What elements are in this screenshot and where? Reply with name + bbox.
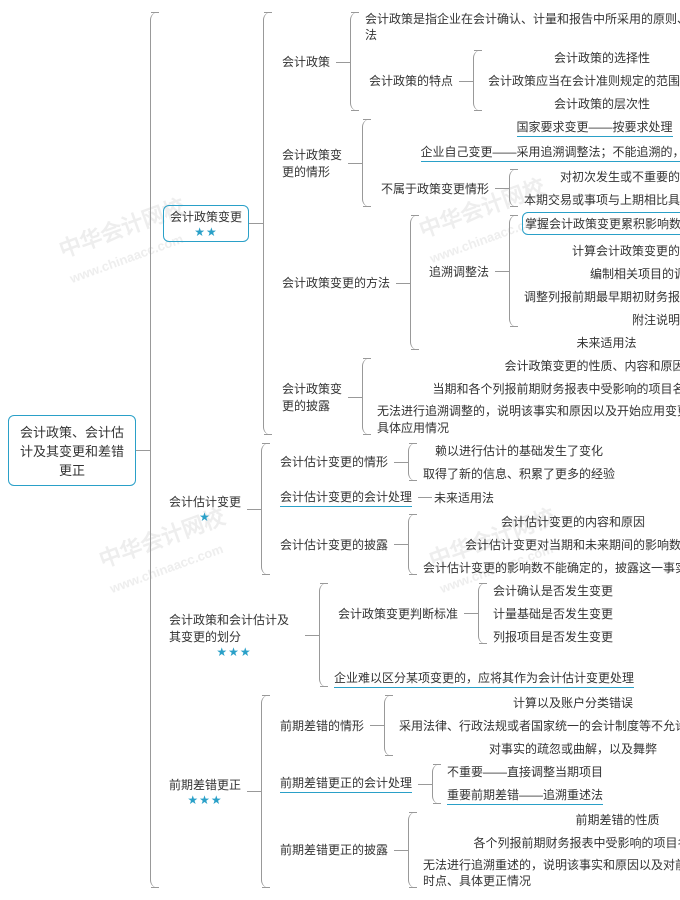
leaf-underlined: 企业难以区分某项变更的，应将其作为会计估计变更处理 [332, 667, 640, 690]
leaf: 计算以及账户分类错误 [397, 692, 680, 713]
leaf: 各个列报前期财务报表中受影响的项目名称和更正金额 [421, 832, 680, 853]
leaf: 无法进行追溯重述的，说明该事实和原因以及对前期差错开始进行更正的时点、具体更正情… [421, 855, 680, 891]
callout-box: 掌握会计政策变更累积影响数的计算 [522, 212, 680, 235]
node-est-treatment: 会计估计变更的会计处理 [274, 486, 418, 509]
leaf-underlined: 企业自己变更——采用追溯调整法；不能追溯的，采用未来适用法 [375, 141, 680, 164]
leaf: 无法进行追溯调整的，说明该事实和原因以及开始应用变更后的会计政策的时点、具体应用… [375, 401, 680, 437]
node-error-cases: 前期差错的情形 [274, 715, 370, 736]
branch-policy-change: 会计政策变更 ★★ [163, 205, 249, 242]
leaf: 会计确认是否发生变更 [491, 580, 619, 601]
leaf: 对初次发生或不重要的交易采用新的政策 [522, 166, 680, 187]
star-icon: ★★★ [187, 793, 222, 807]
leaf: 采用法律、行政法规或者国家统一的会计制度等不允许的会计政策 [397, 715, 680, 736]
leaf: 会计政策的选择性 [486, 47, 680, 68]
leaf: 计算会计政策变更的累积影响数 [522, 240, 680, 261]
leaf: 会计政策变更的性质、内容和原因 [375, 355, 680, 376]
node-criteria: 会计政策变更判断标准 [332, 603, 464, 624]
leaf: 计量基础是否发生变更 [491, 603, 619, 624]
node-est-disclosure: 会计估计变更的披露 [274, 534, 394, 555]
star-icon: ★★★ [216, 645, 251, 659]
branch-distinguish: 会计政策和会计估计及其变更的划分 ★★★ [163, 609, 305, 661]
star-icon: ★ [199, 510, 211, 524]
leaf: 附注说明 [522, 309, 680, 330]
leaf: 会计估计变更的内容和原因 [421, 511, 680, 532]
node-policy: 会计政策 [276, 51, 336, 72]
branch-estimate-change: 会计估计变更 ★ [163, 491, 247, 526]
leaf-underlined: 国家要求变更——按要求处理 [375, 116, 680, 139]
leaf: 编制相关项目的调整分录 [522, 263, 680, 284]
node-not-change: 不属于政策变更情形 [375, 178, 495, 199]
star-icon: ★★ [194, 225, 218, 239]
leaf: 会计估计变更的影响数不能确定的，披露这一事实和原因 [421, 557, 680, 578]
leaf: 取得了新的信息、积累了更多的经验 [421, 463, 621, 484]
node-policy-features: 会计政策的特点 [363, 70, 459, 91]
leaf: 会计政策是指企业在会计确认、计量和报告中所采用的原则、基础和会计处理方法 [363, 9, 680, 45]
mindmap-root-row: 会计政策、会计估计及其变更和差错更正 会计政策变更 ★★ 会计政策 会计政策是指… [8, 8, 672, 892]
node-error-treatment: 前期差错更正的会计处理 [274, 772, 418, 795]
leaf-underlined: 重要前期差错——追溯重述法 [445, 784, 609, 807]
leaf: 赖以进行估计的基础发生了变化 [421, 440, 621, 461]
leaf: 未来适用法 [432, 487, 500, 508]
root-node: 会计政策、会计估计及其变更和差错更正 [8, 415, 136, 486]
leaf: 当期和各个列报前期财务报表中受影响的项目名称和调整金额 [375, 378, 680, 399]
leaf: 本期交易或事项与上期相比具有本质差别而采用新政策 [522, 189, 680, 210]
node-methods: 会计政策变更的方法 [276, 272, 396, 293]
node-retrospective: 追溯调整法 [423, 261, 495, 282]
node-disclosure: 会计政策变更的披露 [276, 378, 348, 416]
leaf: 会计政策的层次性 [486, 93, 680, 114]
leaf: 列报项目是否发生变更 [491, 626, 619, 647]
leaf: 会计估计变更对当期和未来期间的影响数 [421, 534, 680, 555]
leaf: 不重要——直接调整当期项目 [445, 761, 609, 782]
leaf: 未来适用法 [423, 332, 680, 353]
leaf: 对事实的疏忽或曲解，以及舞弊 [397, 738, 680, 759]
node-est-cases: 会计估计变更的情形 [274, 451, 394, 472]
node-change-cases: 会计政策变更的情形 [276, 144, 348, 182]
leaf: 调整列报前期最早期初财务报表相关项目及其金额 [522, 286, 680, 307]
leaf: 前期差错的性质 [421, 809, 680, 830]
branch-prior-error: 前期差错更正 ★★★ [163, 774, 247, 809]
leaf: 会计政策应当在会计准则规定的范围内选择 [486, 70, 680, 91]
node-error-disclosure: 前期差错更正的披露 [274, 839, 394, 860]
